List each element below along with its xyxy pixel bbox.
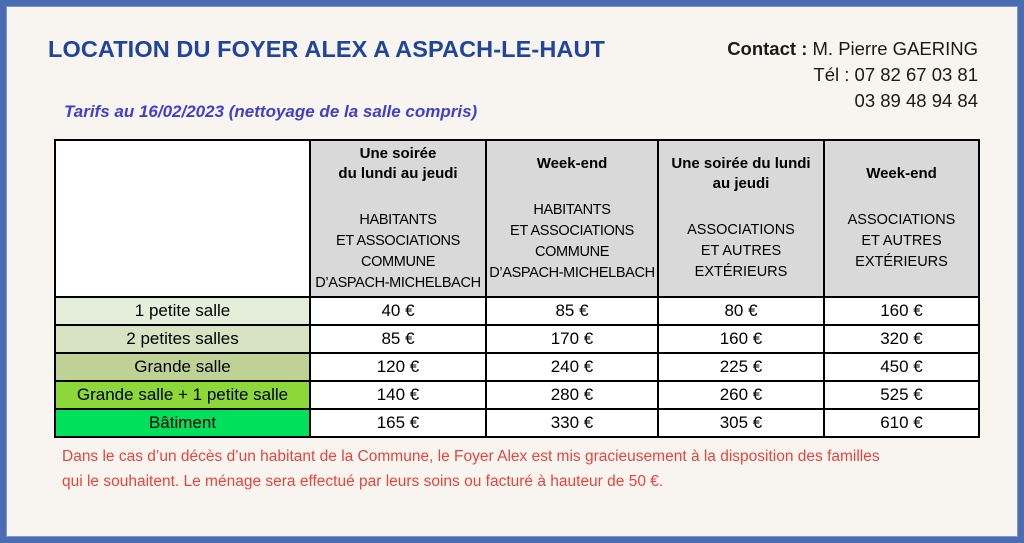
column-header-sub-line-1: HABITANTS xyxy=(359,211,437,228)
column-header-sub-line-3: COMMUNE xyxy=(534,243,610,260)
tariff-subtitle: Tarifs au 16/02/2023 (nettoyage de la sa… xyxy=(64,102,478,121)
column-header-sub-line-1: HABITANTS xyxy=(533,201,611,218)
contact-block: Contact : M. Pierre GAERING Tél : 07 82 … xyxy=(727,36,978,114)
price-cell: 40 € xyxy=(309,296,487,326)
column-header-title-line-1: Week-end xyxy=(866,165,937,182)
contact-label: Contact : xyxy=(727,38,808,59)
price-cell: 85 € xyxy=(309,324,487,354)
column-header-subtitle: HABITANTS ET ASSOCIATIONS COMMUNE D’ASPA… xyxy=(311,210,485,294)
column-header-sub-line-2: ET AUTRES xyxy=(700,243,782,259)
page-title: LOCATION DU FOYER ALEX A ASPACH-LE-HAUT xyxy=(48,36,605,62)
column-header-sub-line-4: D’ASPACH-MICHELBACH xyxy=(315,274,481,291)
price-cell: 120 € xyxy=(309,352,487,382)
column-header-subtitle: ASSOCIATIONS ET AUTRES EXTÉRIEURS xyxy=(659,220,823,283)
column-header-title-line-2: du lundi au jeudi xyxy=(338,164,458,182)
room-name-cell: 1 petite salle xyxy=(54,296,311,326)
column-header-subtitle: HABITANTS ET ASSOCIATIONS COMMUNE D’ASPA… xyxy=(487,200,657,284)
column-header-sub-line-1: ASSOCIATIONS xyxy=(687,222,795,238)
column-header-external-weekend: Week-end ASSOCIATIONS ET AUTRES EXTÉRIEU… xyxy=(823,139,980,298)
table-row: Grande salle + 1 petite salle 140 €280 €2… xyxy=(54,380,980,410)
table-header-row: Une soirée du lundi au jeudi HABITANTS E… xyxy=(54,139,980,298)
room-name-cell: Grande salle + 1 petite salle xyxy=(54,380,311,410)
contact-phone-mobile: Tél : 07 82 67 03 81 xyxy=(813,64,978,85)
price-table-body: 1 petite salle 40 €85 €80 €160 €2 petites… xyxy=(54,296,980,438)
column-header-sub-line-2: ET AUTRES xyxy=(861,233,942,249)
price-cell: 330 € xyxy=(485,408,659,438)
column-header-title: Week-end xyxy=(487,154,657,174)
table-corner-cell xyxy=(54,139,311,298)
price-table-header: Une soirée du lundi au jeudi HABITANTS E… xyxy=(54,139,980,298)
column-header-external-weekday: Une soirée du lundi au jeudi ASSOCIATION… xyxy=(657,139,825,298)
price-cell: 240 € xyxy=(485,352,659,382)
column-header-title-line-1: Une soirée du lundi xyxy=(671,155,811,172)
column-header-title-line-2: au jeudi xyxy=(712,175,770,192)
poster-header: LOCATION DU FOYER ALEX A ASPACH-LE-HAUT … xyxy=(6,28,1018,121)
column-header-resident-weekend: Week-end HABITANTS ET ASSOCIATIONS COMMU… xyxy=(485,139,659,298)
column-header-title-line-1: Une soirée xyxy=(359,144,437,162)
room-name-cell: Grande salle xyxy=(54,352,311,382)
column-header-title-line-1: Week-end xyxy=(536,154,608,172)
footer-note-line-2: qui le souhaitent. Le ménage sera effect… xyxy=(62,473,664,490)
column-header-subtitle: ASSOCIATIONS ET AUTRES EXTÉRIEURS xyxy=(825,210,978,273)
table-row: 2 petites salles 85 €170 €160 €320 € xyxy=(54,324,980,354)
column-header-sub-line-3: EXTÉRIEURS xyxy=(694,264,788,280)
price-cell: 85 € xyxy=(485,296,659,326)
price-cell: 450 € xyxy=(823,352,980,382)
table-row: Grande salle 120 €240 €225 €450 € xyxy=(54,352,980,382)
column-header-sub-line-2: ET ASSOCIATIONS xyxy=(510,222,634,239)
price-cell: 320 € xyxy=(823,324,980,354)
contact-person-name: M. Pierre GAERING xyxy=(812,38,979,59)
price-cell: 160 € xyxy=(823,296,980,326)
column-header-sub-line-3: EXTÉRIEURS xyxy=(855,254,948,270)
footer-note: Dans le cas d’un décès d’un habitant de … xyxy=(62,444,970,494)
contact-name-line: Contact : M. Pierre GAERING xyxy=(727,36,978,62)
column-header-title: Week-end xyxy=(825,164,978,184)
column-header-sub-line-1: ASSOCIATIONS xyxy=(847,212,956,228)
price-cell: 525 € xyxy=(823,380,980,410)
room-name-cell: 2 petites salles xyxy=(54,324,311,354)
price-cell: 260 € xyxy=(657,380,825,410)
footer-note-line-1: Dans le cas d’un décès d’un habitant de … xyxy=(62,448,880,465)
price-cell: 305 € xyxy=(657,408,825,438)
price-cell: 165 € xyxy=(309,408,487,438)
price-cell: 610 € xyxy=(823,408,980,438)
price-cell: 140 € xyxy=(309,380,487,410)
price-cell: 280 € xyxy=(485,380,659,410)
price-table: Une soirée du lundi au jeudi HABITANTS E… xyxy=(54,139,980,438)
table-row: 1 petite salle 40 €85 €80 €160 € xyxy=(54,296,980,326)
column-header-title: Une soirée du lundi au jeudi xyxy=(659,154,823,194)
column-header-resident-weekday: Une soirée du lundi au jeudi HABITANTS E… xyxy=(309,139,487,298)
table-row: Bâtiment 165 €330 €305 €610 € xyxy=(54,408,980,438)
price-cell: 225 € xyxy=(657,352,825,382)
price-cell: 170 € xyxy=(485,324,659,354)
price-cell: 160 € xyxy=(657,324,825,354)
column-header-sub-line-2: ET ASSOCIATIONS xyxy=(336,232,460,249)
column-header-title: Une soirée du lundi au jeudi xyxy=(311,144,485,184)
price-cell: 80 € xyxy=(657,296,825,326)
column-header-sub-line-3: COMMUNE xyxy=(360,253,436,270)
room-name-cell: Bâtiment xyxy=(54,408,311,438)
column-header-sub-line-4: D’ASPACH-MICHELBACH xyxy=(489,264,655,281)
contact-phone-landline: 03 89 48 94 84 xyxy=(854,90,978,111)
